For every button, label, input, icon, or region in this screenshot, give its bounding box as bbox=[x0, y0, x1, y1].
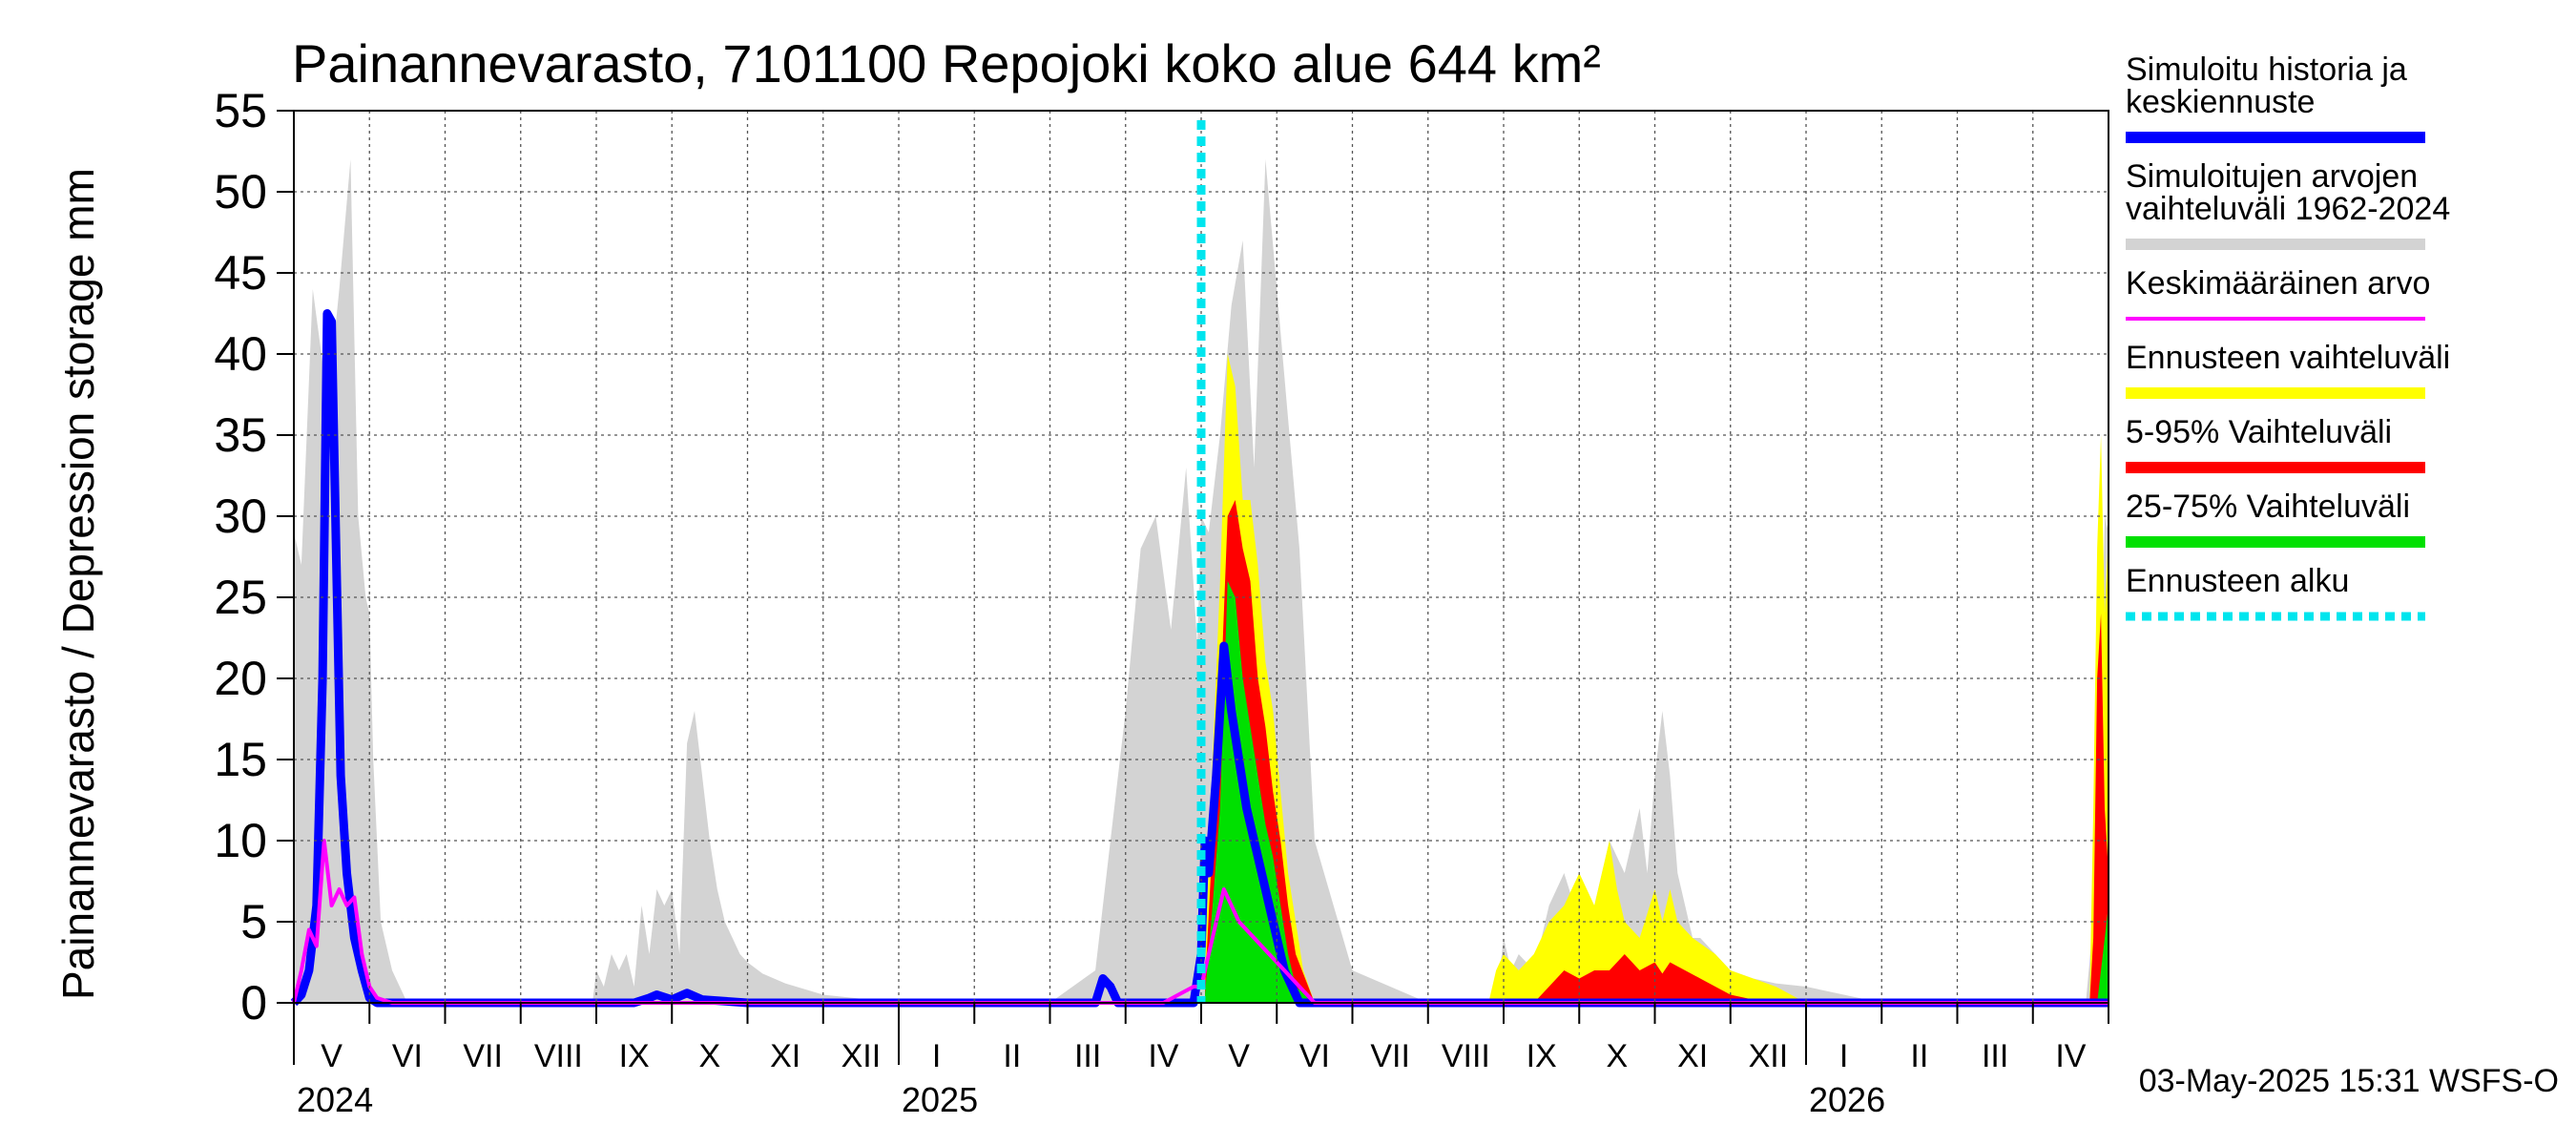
y-tick-label: 55 bbox=[214, 84, 267, 137]
x-month-label: VI bbox=[392, 1038, 423, 1074]
y-tick-label: 45 bbox=[214, 246, 267, 300]
x-month-label: XII bbox=[841, 1038, 882, 1074]
y-axis-label: Painannevarasto / Depression storage mm bbox=[53, 168, 103, 1000]
x-month-label: IX bbox=[1527, 1038, 1557, 1074]
legend-item-ennusteen-vaihteluv-li: Ennusteen vaihteluväli bbox=[2126, 340, 2450, 399]
legend-item-25-75-vaihteluv-li: 25-75% Vaihteluväli bbox=[2126, 489, 2425, 548]
y-tick-label: 15 bbox=[214, 733, 267, 786]
legend-label: Keskimääräinen arvo bbox=[2126, 265, 2430, 302]
y-tick-label: 10 bbox=[214, 814, 267, 867]
y-tick-label: 50 bbox=[214, 165, 267, 219]
x-month-label: VIII bbox=[534, 1038, 583, 1074]
x-month-label: VI bbox=[1299, 1038, 1330, 1074]
chart-title: Painannevarasto, 7101100 Repojoki koko a… bbox=[292, 33, 1601, 94]
x-month-label: VIII bbox=[1442, 1038, 1490, 1074]
x-month-label: XI bbox=[770, 1038, 800, 1074]
x-month-label: III bbox=[1982, 1038, 2008, 1074]
x-month-label: I bbox=[1839, 1038, 1848, 1074]
legend-label: Simuloitujen arvojen bbox=[2126, 158, 2418, 195]
legend-label: Ennusteen vaihteluväli bbox=[2126, 340, 2450, 376]
legend-label: 5-95% Vaihteluväli bbox=[2126, 414, 2392, 450]
legend-item-ennusteen-alku: Ennusteen alku bbox=[2126, 563, 2425, 621]
y-tick-label: 20 bbox=[214, 652, 267, 705]
y-tick-label: 40 bbox=[214, 327, 267, 381]
x-month-label: II bbox=[1910, 1038, 1928, 1074]
x-month-label: I bbox=[932, 1038, 941, 1074]
legend-label: 25-75% Vaihteluväli bbox=[2126, 489, 2410, 525]
x-month-label: IV bbox=[2055, 1038, 2086, 1074]
legend-item-5-95-vaihteluv-li: 5-95% Vaihteluväli bbox=[2126, 414, 2425, 473]
y-tick-label: 5 bbox=[240, 895, 267, 948]
x-month-label: V bbox=[321, 1038, 343, 1074]
y-tick-label: 25 bbox=[214, 571, 267, 624]
x-month-label: XI bbox=[1677, 1038, 1708, 1074]
x-month-label: IX bbox=[619, 1038, 650, 1074]
legend-label: Ennusteen alku bbox=[2126, 563, 2349, 599]
x-month-label: VII bbox=[463, 1038, 503, 1074]
series-area-5-95-vaihteluv-li bbox=[1205, 500, 2109, 1003]
y-tick-label: 0 bbox=[240, 976, 267, 1030]
x-month-label: II bbox=[1003, 1038, 1021, 1074]
x-month-label: X bbox=[699, 1038, 721, 1074]
legend: Simuloitu historia jakeskiennusteSimuloi… bbox=[2126, 52, 2450, 621]
x-month-label: V bbox=[1228, 1038, 1250, 1074]
x-month-label: XII bbox=[1749, 1038, 1789, 1074]
x-year-label: 2026 bbox=[1809, 1080, 1885, 1119]
x-year-label: 2024 bbox=[297, 1080, 373, 1119]
legend-label-line2: keskiennuste bbox=[2126, 84, 2315, 120]
grid-layer bbox=[294, 111, 2109, 1003]
x-month-label: III bbox=[1074, 1038, 1101, 1074]
x-month-label: IV bbox=[1148, 1038, 1178, 1074]
timestamp: 03-May-2025 15:31 WSFS-O bbox=[2139, 1063, 2559, 1099]
y-tick-label: 35 bbox=[214, 408, 267, 462]
x-month-label: X bbox=[1607, 1038, 1629, 1074]
x-year-label: 2025 bbox=[902, 1080, 978, 1119]
legend-label-line2: vaihteluväli 1962-2024 bbox=[2126, 191, 2450, 227]
legend-label: Simuloitu historia ja bbox=[2126, 52, 2407, 88]
series-area-ennusteen-vaihteluv-li bbox=[1205, 354, 2109, 1003]
legend-item-keskim-r-inen-arvo: Keskimääräinen arvo bbox=[2126, 265, 2430, 321]
y-tick-label: 30 bbox=[214, 489, 267, 543]
x-month-label: VII bbox=[1370, 1038, 1410, 1074]
